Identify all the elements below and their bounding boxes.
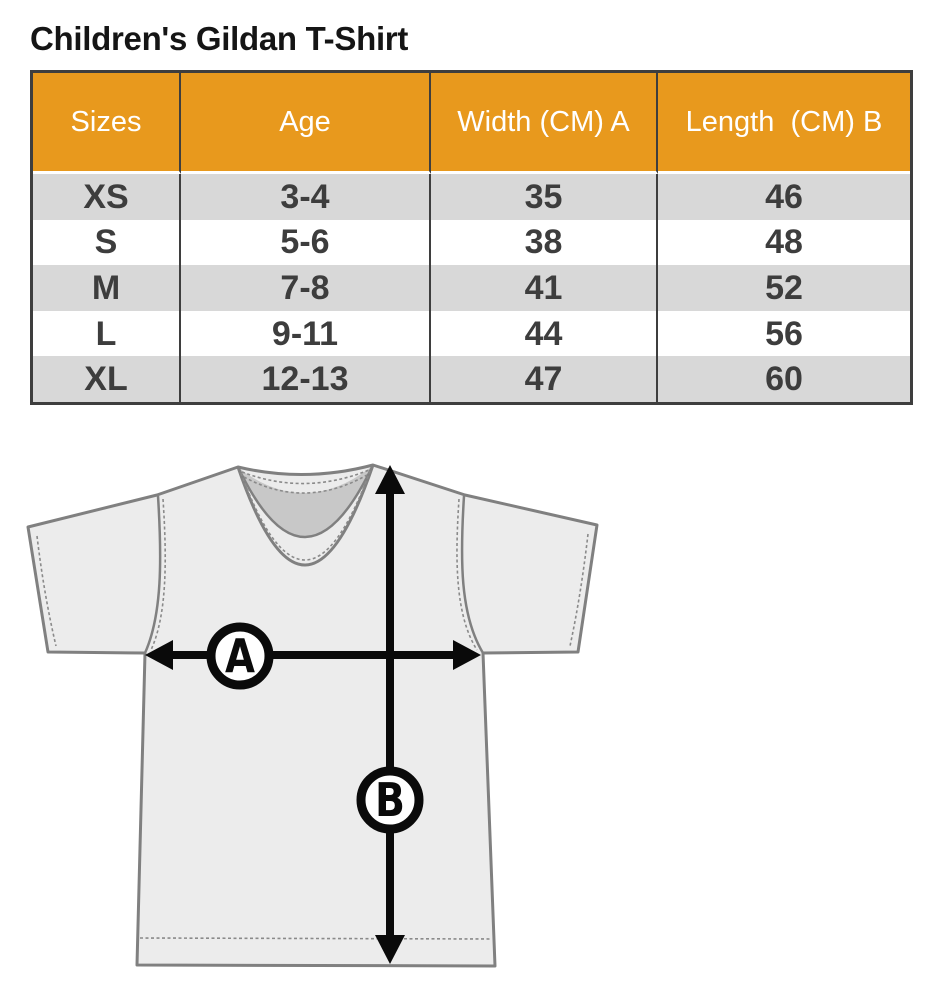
table-cell-age: 9-11 (181, 310, 431, 357)
armhole-stitch-right (456, 498, 478, 651)
header-length: Length (CM) B (658, 73, 910, 174)
table-cell-width: 47 (431, 356, 658, 402)
width-label: A (225, 629, 255, 683)
table-cell-age: 7-8 (181, 265, 431, 311)
table-cell-age: 12-13 (181, 356, 431, 402)
header-sizes: Sizes (33, 73, 181, 174)
armhole-seam-left (143, 495, 162, 654)
header-width: Width (CM) A (431, 73, 658, 174)
tshirt-measurement-diagram: A B (20, 450, 620, 995)
page-title: Children's Gildan T-Shirt (30, 20, 409, 57)
table-cell-size: M (33, 265, 181, 311)
length-arrow (375, 465, 405, 964)
table-cell-size: L (33, 310, 181, 357)
table-cell-age: 3-4 (181, 174, 431, 220)
sleeve-hem-stitch-left (36, 535, 57, 647)
table-cell-width: 41 (431, 265, 658, 311)
table-cell-length: 56 (658, 310, 910, 357)
table-cell-length: 60 (658, 356, 910, 402)
header-age: Age (181, 73, 431, 174)
table-cell-length: 52 (658, 265, 910, 311)
table-cell-width: 44 (431, 310, 658, 357)
table-cell-width: 35 (431, 174, 658, 220)
table-cell-width: 38 (431, 219, 658, 266)
tshirt-outline (26, 463, 599, 968)
table-cell-age: 5-6 (181, 219, 431, 266)
table-cell-size: XS (33, 174, 181, 220)
table-cell-size: XL (33, 356, 181, 402)
sleeve-hem-stitch-right (569, 533, 589, 647)
collar-seam (236, 464, 375, 539)
tshirt-diagram-svg: A B (26, 463, 599, 968)
table-cell-length: 46 (658, 174, 910, 220)
length-label: B (375, 773, 405, 827)
collar-outer-edge (236, 464, 375, 567)
armhole-seam-right (460, 495, 485, 654)
armhole-stitch-left (150, 498, 167, 651)
table-cell-length: 48 (658, 219, 910, 266)
table-cell-size: S (33, 219, 181, 266)
bottom-hem-stitch (139, 937, 493, 940)
length-label-circle: B (356, 766, 424, 834)
size-chart-table: Sizes Age Width (CM) A Length (CM) B XS … (30, 70, 913, 405)
width-label-circle: A (206, 622, 274, 690)
